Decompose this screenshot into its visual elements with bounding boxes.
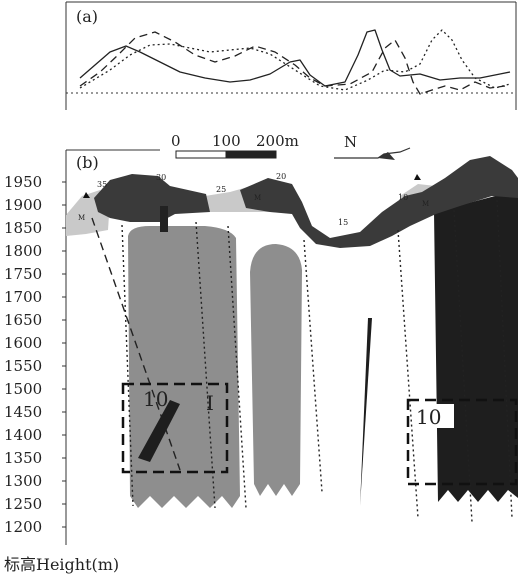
y-tick-label: 1500 [4,380,42,398]
box-label: 10 [143,387,168,411]
surface-label: 10 [398,193,408,202]
curve-solid [79,29,511,87]
surface-label: 35 [97,180,107,189]
north-label: N [344,133,357,151]
y-tick-label: 1300 [4,472,42,490]
scale-label-200m: 200m [256,132,299,150]
surface-marker [83,192,90,198]
surface-label: M [254,194,261,202]
y-tick-label: 1250 [4,495,42,513]
surface-label: 25 [216,185,226,194]
box-label: I [206,391,214,415]
box-label-backdrop [414,404,454,428]
y-tick-label: 1450 [4,403,42,421]
curve-dashed [79,31,506,95]
dashed-box-right [406,398,518,486]
y-axis-labels: 1950 1900 1850 1800 1750 1700 1650 1600 … [4,173,42,536]
fault-line [303,239,323,493]
y-tick-label: 1850 [4,219,42,237]
surface-marker [414,174,421,180]
box-vein [138,400,180,462]
y-tick-label: 1400 [4,426,42,444]
y-tick-label: 1750 [4,265,42,283]
panel-b: (b) 1950 1900 1850 1800 1750 17 [4,149,518,545]
orebody-middle [250,244,302,496]
y-tick-label: 1200 [4,518,42,536]
surface-dark-band [240,156,518,248]
y-tick-label: 1950 [4,173,42,191]
y-axis-ticks [62,181,66,528]
y-axis-title: 标高Height(m) [4,555,120,574]
fault-line [227,225,247,509]
fault-line [496,199,513,519]
thin-vein [360,318,372,506]
surface-label: M [422,200,429,208]
y-tick-label: 1600 [4,334,42,352]
box-label: 10 [416,405,441,429]
surface-label: 15 [338,218,348,227]
scale-bar-white-segment [175,150,227,159]
y-tick-label: 1700 [4,288,42,306]
scale-bar-black-segment [225,150,277,159]
curve-dotted [79,29,511,91]
fault-lines [121,199,513,523]
panel-a-curves [79,29,511,95]
fault-line [453,209,473,523]
surface-label: M [78,214,85,222]
panel-b-label: (b) [76,153,99,172]
surface-dark-band [94,174,210,222]
panel-a-label: (a) [76,7,98,26]
y-tick-label: 1800 [4,242,42,260]
scale-label-0: 0 [171,132,181,150]
scale-label-100: 100 [212,132,241,150]
north-arrow-line [334,147,411,159]
vein-into-orebody [160,206,168,232]
surface-label: 30 [156,173,166,182]
orebody-left [128,226,240,508]
y-tick-label: 1900 [4,196,42,214]
fault-line [121,224,134,507]
surface-label: 20 [276,172,286,181]
fault-line [397,229,419,519]
y-tick-label: 1550 [4,357,42,375]
north-arrow: N [334,133,411,160]
y-tick-label: 1650 [4,311,42,329]
panel-a: (a) [65,1,517,110]
dashed-box-left [121,382,229,474]
orebody-right [434,190,518,502]
north-arrow-head [378,152,395,160]
scale-bar: 0 100 200m [171,132,299,159]
y-tick-label: 1350 [4,449,42,467]
